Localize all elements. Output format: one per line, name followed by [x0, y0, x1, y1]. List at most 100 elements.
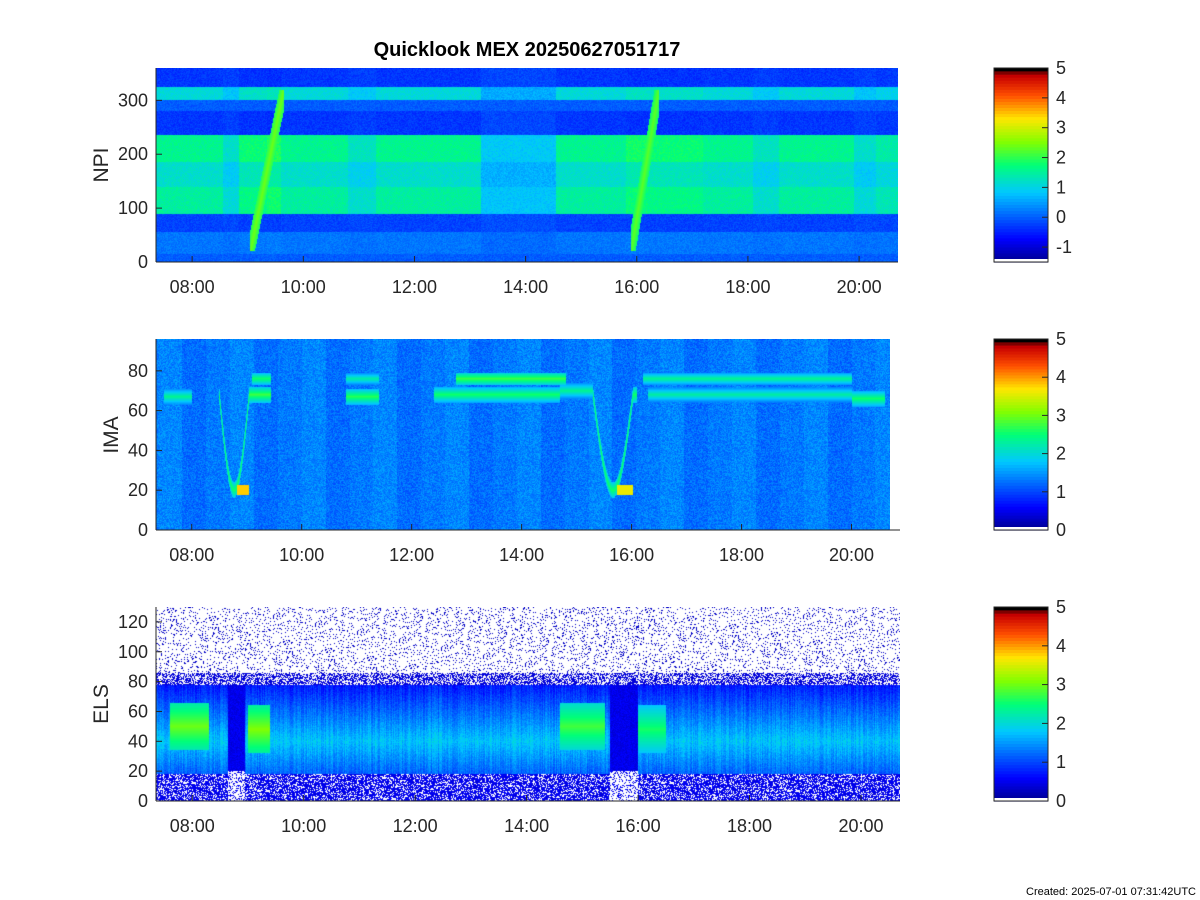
colorbar-step: [994, 101, 1048, 105]
colorbar-step: [994, 359, 1048, 364]
colorbar-bottom-cap: [994, 259, 1048, 262]
colorbar-step: [994, 658, 1048, 663]
colorbar-step: [994, 788, 1048, 793]
colorbar-step: [994, 362, 1048, 367]
colorbar-step: [994, 779, 1048, 784]
colorbar-step: [994, 401, 1048, 406]
colorbar-step: [994, 174, 1048, 178]
x-tick-label: 12:00: [393, 816, 438, 836]
ima-axes: 08:00 10:00 12:00 14:00 16:00 18:00 20:00 0 20 40…: [128, 339, 900, 565]
colorbar-tick-label: 5: [1056, 58, 1066, 78]
colorbar-step: [994, 649, 1048, 654]
colorbar-step: [994, 180, 1048, 184]
colorbar-step: [994, 667, 1048, 672]
colorbar-step: [994, 125, 1048, 130]
colorbar-step: [994, 794, 1048, 799]
colorbar-step: [994, 619, 1048, 623]
els-axis-label: ELS: [90, 684, 113, 724]
y-tick-label: 0: [138, 520, 148, 540]
y-tick-label: 60: [128, 701, 148, 721]
colorbar-step: [994, 152, 1048, 157]
colorbar-step: [994, 679, 1048, 684]
colorbar-step: [994, 443, 1048, 448]
colorbar-step: [994, 189, 1048, 193]
colorbar-step: [994, 404, 1048, 409]
x-tick-label: 14:00: [503, 277, 548, 297]
x-tick-label: 18:00: [725, 277, 770, 297]
colorbar-step: [994, 177, 1048, 181]
colorbar-tick-label: 1: [1056, 482, 1066, 502]
colorbar-top-cap: [994, 339, 1048, 342]
colorbar-step: [994, 625, 1048, 629]
colorbar-step: [994, 416, 1048, 421]
colorbar-step: [994, 722, 1048, 726]
colorbar-step: [994, 104, 1048, 109]
colorbar-step: [994, 616, 1048, 620]
y-tick-label: 0: [138, 252, 148, 272]
colorbar-step: [994, 473, 1048, 477]
colorbar-step: [994, 664, 1048, 669]
colorbar-step: [994, 628, 1048, 632]
colorbar-step: [994, 365, 1048, 370]
colorbar-step: [994, 231, 1048, 236]
colorbar-step: [994, 461, 1048, 465]
colorbar-step: [994, 673, 1048, 678]
colorbar-step: [994, 371, 1048, 376]
colorbar-step: [994, 704, 1048, 708]
colorbar-step: [994, 407, 1048, 412]
colorbar-step: [994, 688, 1048, 693]
colorbar-step: [994, 213, 1048, 218]
els-axes: 08:00 10:00 12:00 14:00 16:00 18:00 20:00 0 20 40…: [118, 607, 900, 836]
y-tick-label: 20: [128, 761, 148, 781]
colorbar-step: [994, 622, 1048, 626]
colorbar-step: [994, 410, 1048, 415]
colorbar-step: [994, 631, 1048, 635]
colorbar-step: [994, 521, 1048, 525]
x-tick-label: 20:00: [829, 545, 874, 565]
els-spectrogram: [156, 607, 900, 801]
colorbar-step: [994, 161, 1048, 166]
colorbar-step: [994, 470, 1048, 474]
colorbar-step: [994, 500, 1048, 504]
colorbar-step: [994, 249, 1048, 254]
colorbar-tick-label: 1: [1056, 752, 1066, 772]
colorbar-step: [994, 610, 1048, 614]
x-tick-label: 10:00: [279, 545, 324, 565]
colorbar-step: [994, 392, 1048, 397]
colorbar-step: [994, 122, 1048, 127]
colorbar-tick-label: 3: [1056, 405, 1066, 425]
colorbar-step: [994, 341, 1048, 346]
colorbar-step: [994, 716, 1048, 720]
colorbar-step: [994, 192, 1048, 196]
x-tick-label: 18:00: [727, 816, 772, 836]
panel-els: 08:00 10:00 12:00 14:00 16:00 18:00 20:0002040…: [90, 597, 1066, 836]
colorbar-step: [994, 515, 1048, 519]
colorbar-step: [994, 246, 1048, 251]
colorbar-step: [994, 83, 1048, 87]
colorbar-step: [994, 234, 1048, 239]
colorbar-tick-label: 5: [1056, 329, 1066, 349]
x-tick-label: 12:00: [389, 545, 434, 565]
colorbar-step: [994, 428, 1048, 433]
ima-spectrogram: [156, 339, 890, 530]
colorbar-step: [994, 134, 1048, 139]
colorbar-top-cap: [994, 68, 1048, 71]
x-tick-label: 16:00: [609, 545, 654, 565]
colorbar-step: [994, 204, 1048, 209]
colorbar-step: [994, 131, 1048, 136]
colorbar-step: [994, 713, 1048, 717]
colorbar-step: [994, 782, 1048, 787]
colorbar-step: [994, 700, 1048, 705]
colorbar-step: [994, 143, 1048, 148]
colorbar-step: [994, 155, 1048, 160]
panel-npi: 08:00 10:00 12:00 14:00 16:00 18:00 20:00 0 100 2…: [90, 58, 1072, 297]
colorbar-step: [994, 252, 1048, 257]
colorbar-step: [994, 458, 1048, 462]
colorbar-step: [994, 171, 1048, 175]
colorbar-step: [994, 518, 1048, 522]
colorbar-step: [994, 140, 1048, 145]
colorbar-step: [994, 86, 1048, 90]
colorbar-step: [994, 350, 1048, 355]
colorbar-step: [994, 186, 1048, 190]
